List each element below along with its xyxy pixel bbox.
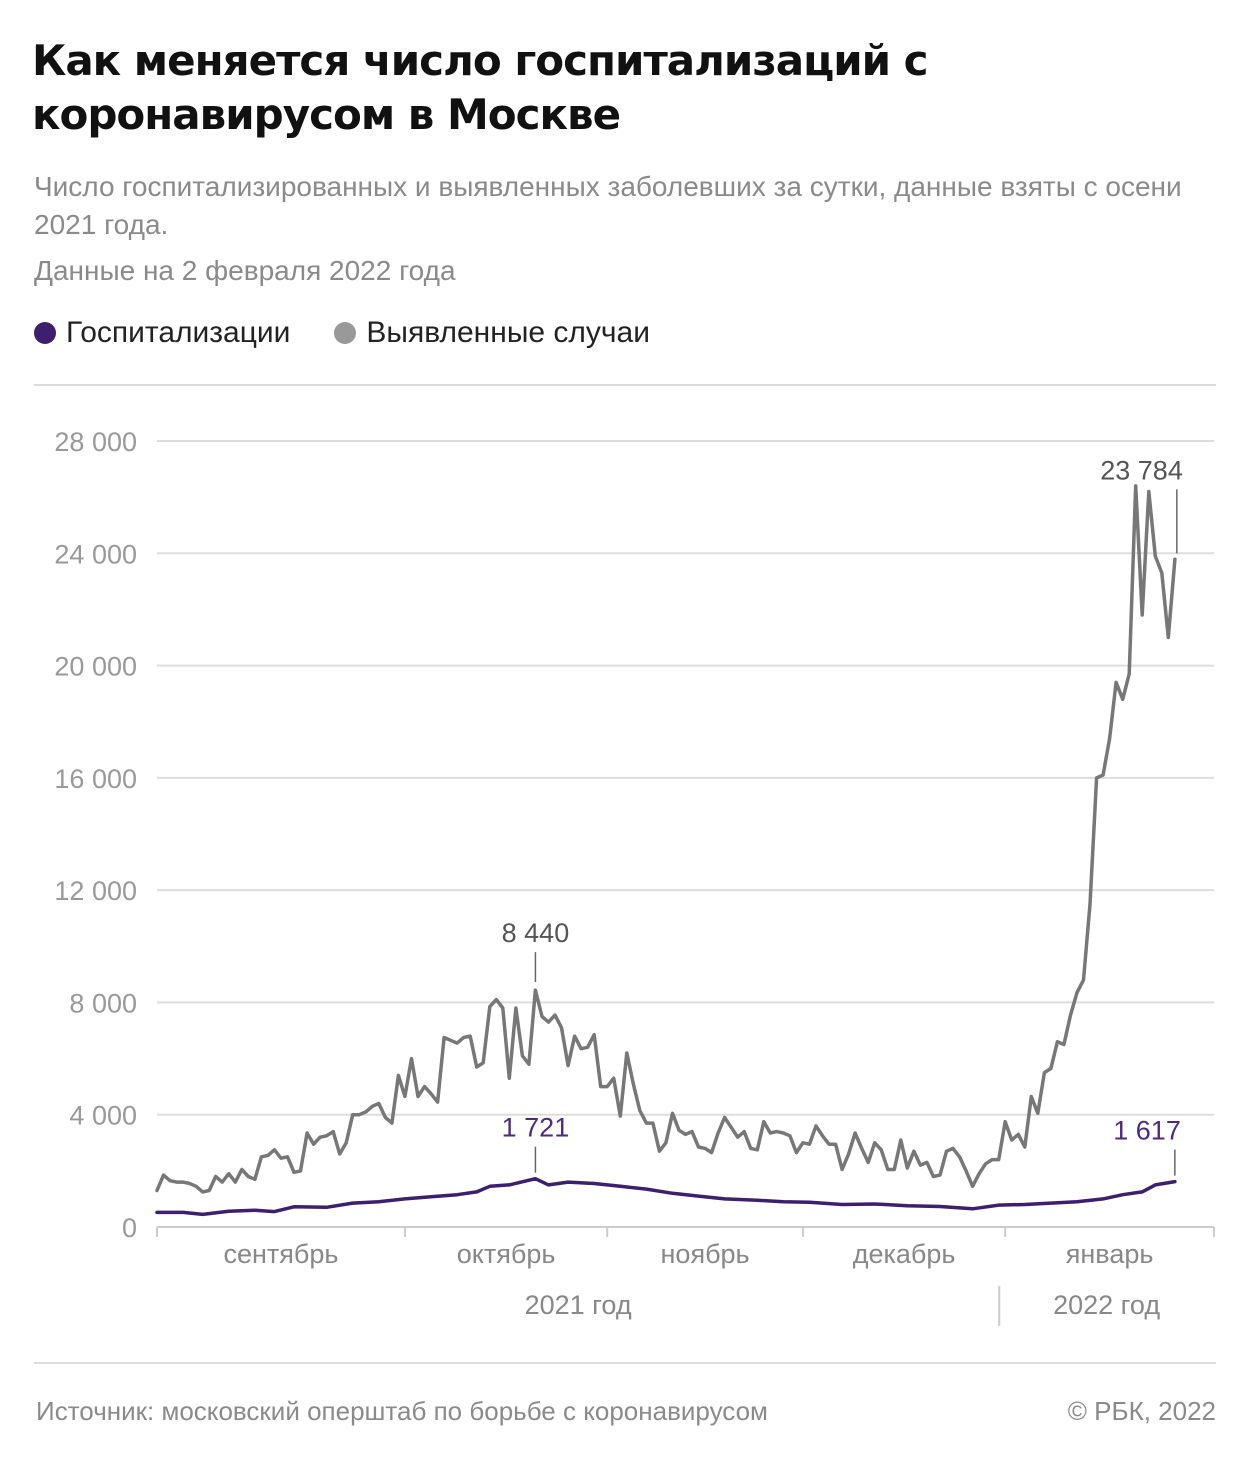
y-tick-label: 0 <box>122 1213 137 1243</box>
y-tick-label: 24 000 <box>54 539 137 569</box>
annotation-label: 8 440 <box>502 918 570 948</box>
top-divider <box>34 384 1216 386</box>
line-chart: 0 4 000 8 000 12 000 16 000 20 000 24 000 28 00… <box>54 427 1215 1326</box>
x-month-label: сентябрь <box>223 1239 338 1269</box>
y-tick-label: 16 000 <box>54 764 137 794</box>
annotation-label: 1 617 <box>1113 1116 1181 1146</box>
y-tick-label: 28 000 <box>54 427 137 457</box>
x-year-label: 2021 год <box>525 1290 632 1320</box>
x-month-label: декабрь <box>853 1239 956 1269</box>
annotation-label: 23 784 <box>1100 455 1183 485</box>
copyright: © РБК, 2022 <box>1067 1396 1216 1426</box>
chart-title: Как меняется число госпитализаций с коро… <box>32 36 929 139</box>
y-tick-label: 4 000 <box>69 1101 137 1131</box>
source-note: Источник: московский оперштаб по борьбе … <box>36 1396 768 1426</box>
chart-subtitle: Число госпитализированных и выявленных з… <box>34 171 1182 240</box>
legend-dot-cases <box>334 322 357 344</box>
legend-label-cases: Выявленные случаи <box>366 316 650 349</box>
y-tick-label: 12 000 <box>54 876 137 906</box>
x-month-label: январь <box>1066 1239 1154 1269</box>
y-tick-label: 8 000 <box>69 988 137 1018</box>
date-note: Данные на 2 февраля 2022 года <box>34 255 456 286</box>
annotation-label: 1 721 <box>502 1113 570 1143</box>
legend-item-cases: Выявленные случаи <box>334 316 650 350</box>
legend-label-hospitalizations: Госпитализации <box>66 316 291 349</box>
y-tick-label: 20 000 <box>54 652 137 682</box>
x-year-label: 2022 год <box>1053 1290 1160 1320</box>
legend: Госпитализации Выявленные случаи <box>34 316 694 350</box>
legend-item-hospitalizations: Госпитализации <box>34 316 290 350</box>
bottom-divider <box>34 1362 1216 1364</box>
x-month-label: ноябрь <box>661 1239 750 1269</box>
series-line-cases <box>155 484 1177 1194</box>
legend-dot-hospitalizations <box>34 322 56 344</box>
series-line-hospitalizations <box>155 1176 1177 1217</box>
x-month-label: октябрь <box>457 1239 556 1269</box>
